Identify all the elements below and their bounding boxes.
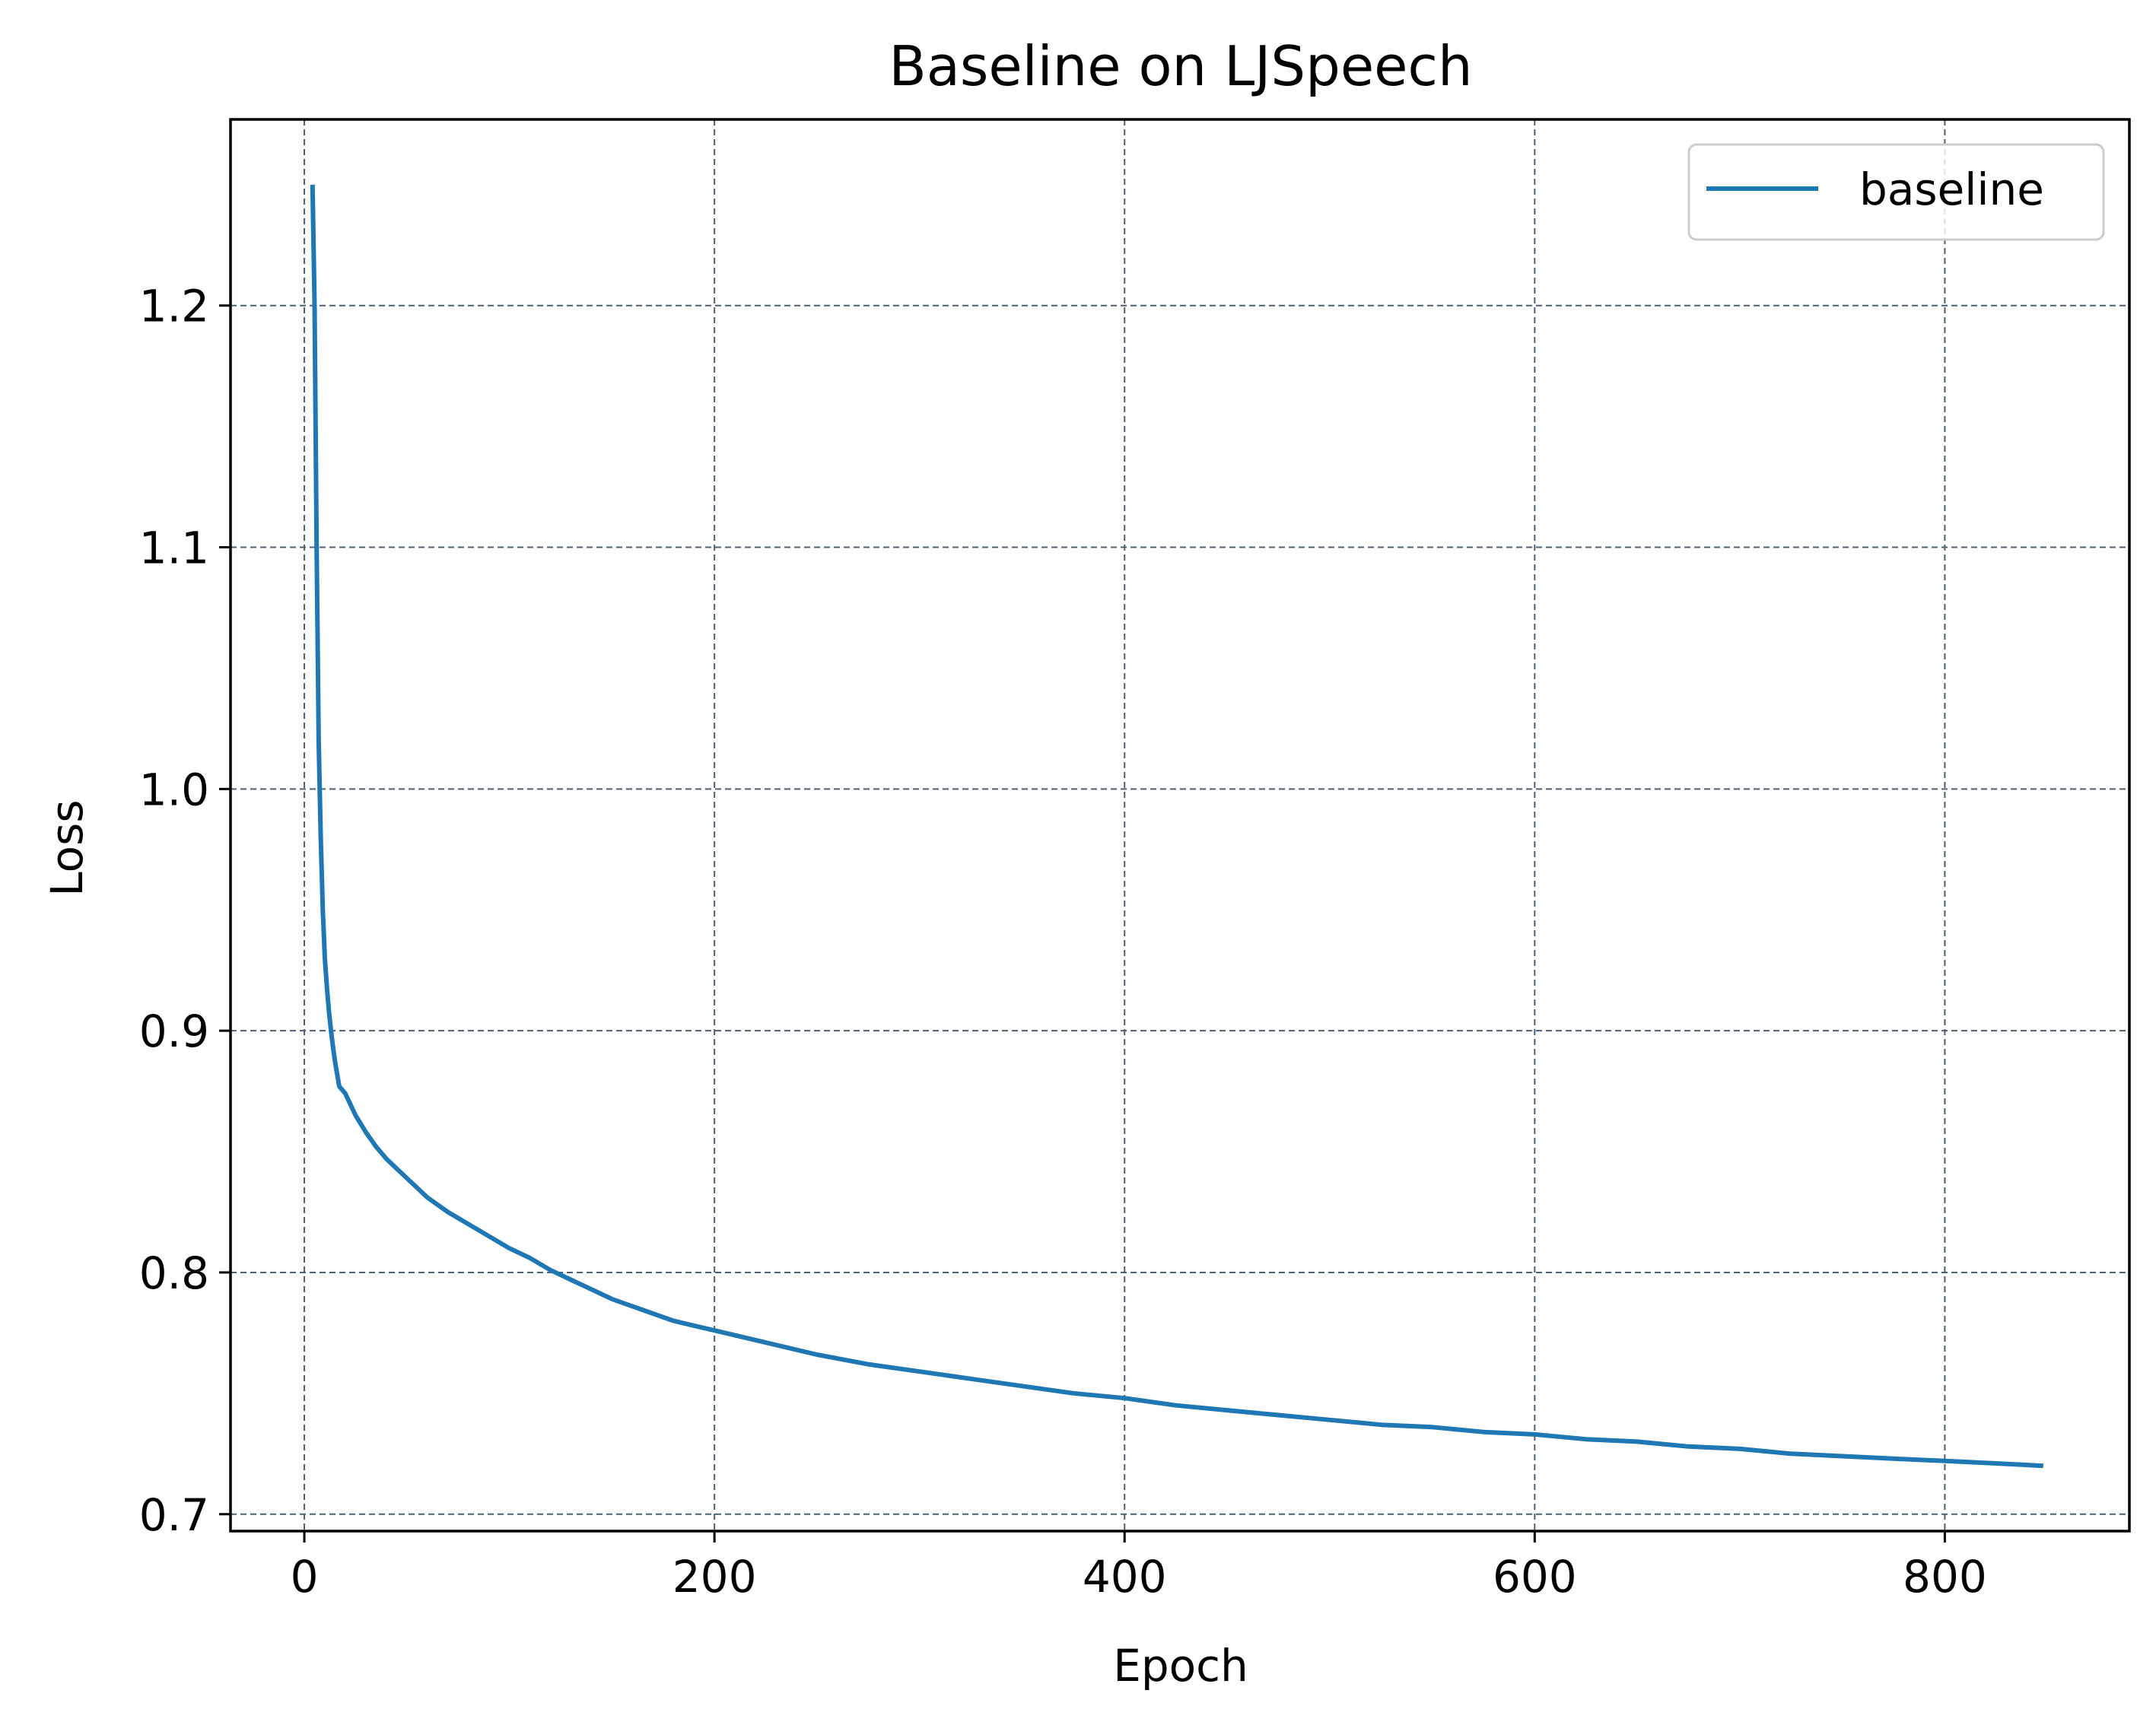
y-tick-label: 0.8 bbox=[139, 1247, 209, 1299]
y-tick-label: 1.0 bbox=[139, 764, 209, 815]
y-tick-label: 0.7 bbox=[139, 1489, 209, 1541]
y-tick-label: 0.9 bbox=[139, 1006, 209, 1057]
legend-box bbox=[1687, 143, 2105, 241]
legend-label-baseline: baseline bbox=[1859, 164, 2044, 215]
series-layer bbox=[310, 184, 2043, 1469]
legend: baseline bbox=[1687, 143, 2105, 241]
x-tick-label: 800 bbox=[1903, 1551, 1987, 1603]
series-line-baseline bbox=[310, 184, 2043, 1469]
chart-title: Baseline on LJSpeech bbox=[889, 34, 1472, 98]
x-tick-label: 200 bbox=[673, 1551, 757, 1603]
ticks: 0 200 400 600 800 0.7 0.8 0.9 1.0 1.1 1.2 bbox=[139, 281, 1987, 1603]
x-tick-label: 0 bbox=[291, 1551, 319, 1603]
y-tick-label: 1.1 bbox=[139, 523, 209, 574]
x-axis-label: Epoch bbox=[1113, 1640, 1248, 1692]
y-tick-label: 1.2 bbox=[139, 281, 209, 332]
grid bbox=[231, 119, 2129, 1531]
x-tick-label: 600 bbox=[1493, 1551, 1577, 1603]
y-axis-label: Loss bbox=[41, 799, 93, 896]
axes-frame bbox=[229, 118, 2131, 1533]
x-tick-label: 400 bbox=[1083, 1551, 1167, 1603]
